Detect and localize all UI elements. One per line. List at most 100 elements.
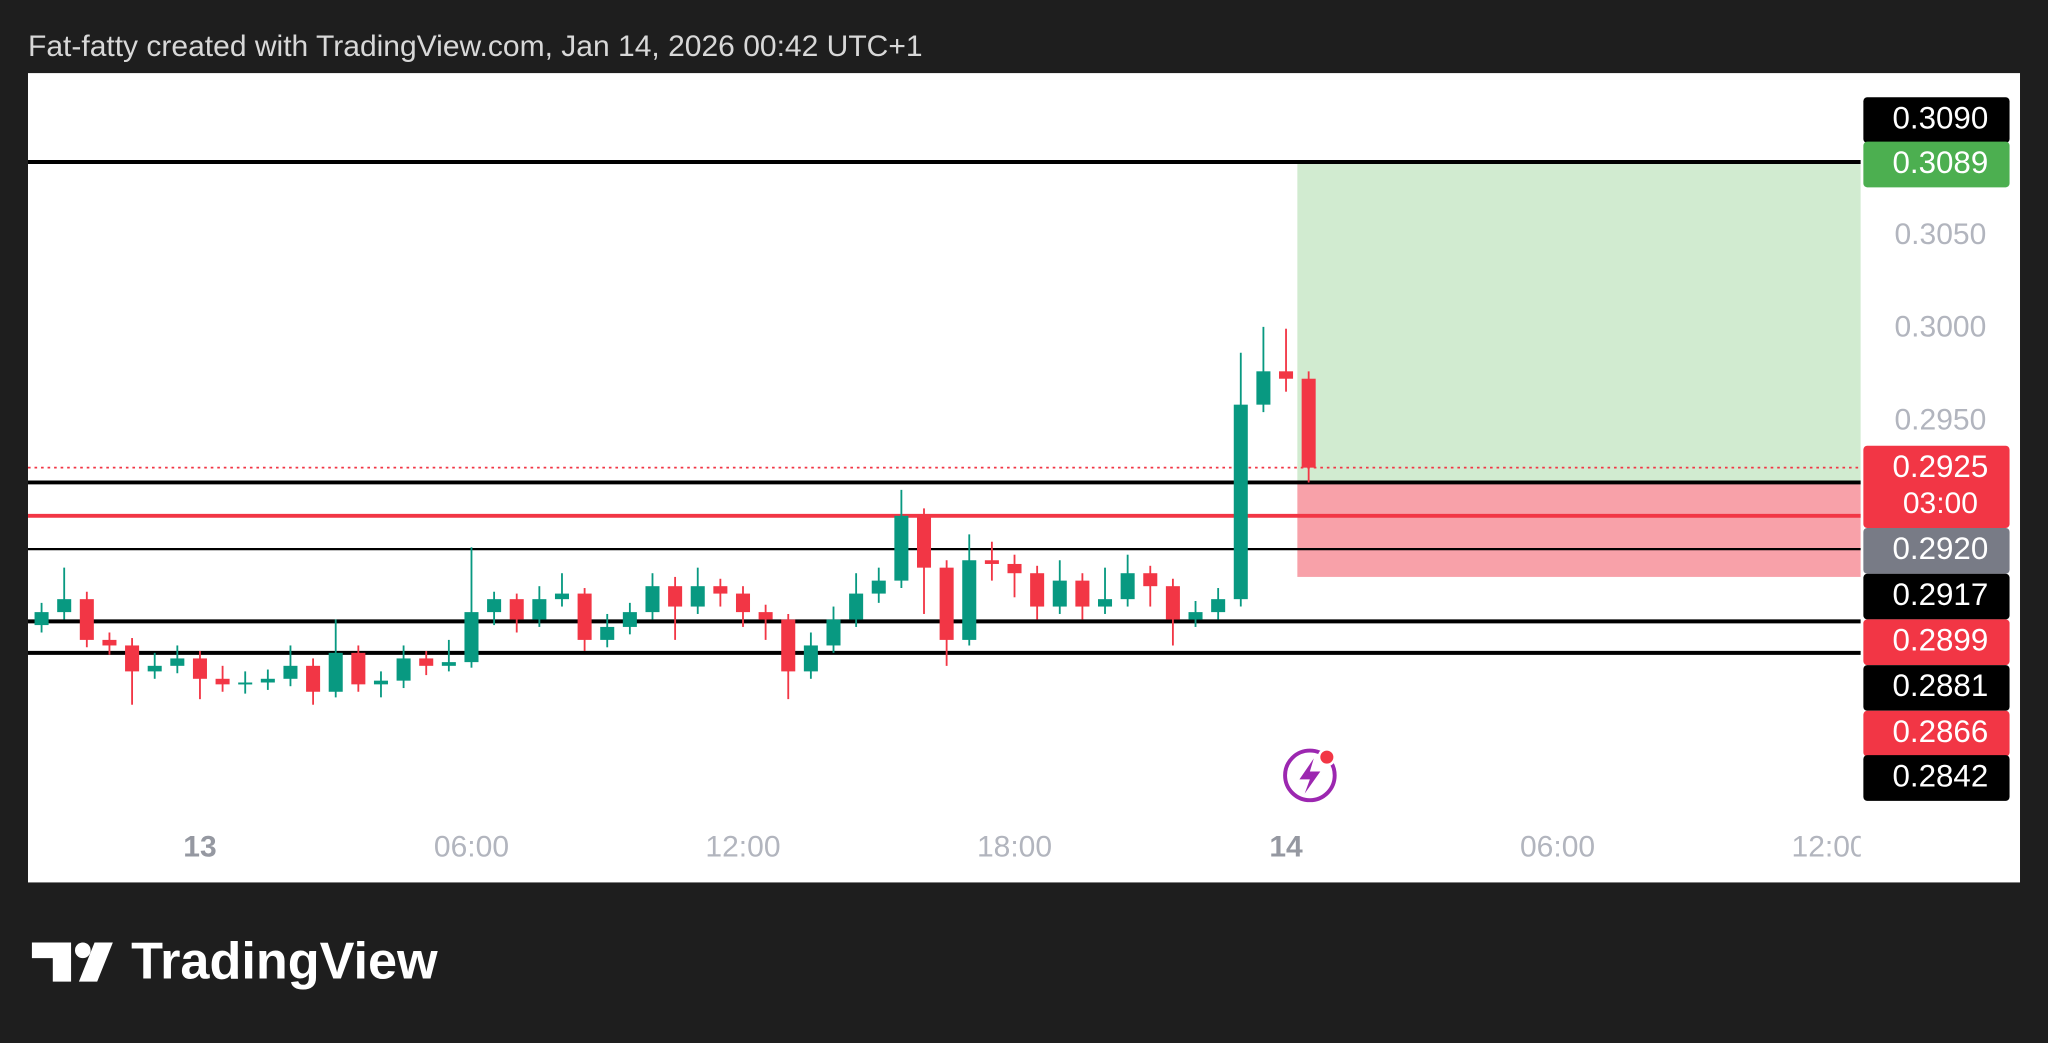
candle-body	[622, 612, 637, 627]
candle-body	[283, 665, 298, 679]
candle-body	[1075, 580, 1090, 607]
price-label: 0.3089	[1892, 145, 1988, 180]
price-label: 0.2925	[1892, 449, 1988, 484]
price-label: 0.2866	[1892, 714, 1988, 749]
price-axis: 0.3050 0.3000 0.2950 0.3090 0.3089 0.292503:0…	[1863, 97, 2010, 801]
candle-body	[351, 652, 366, 685]
candle-body	[1279, 371, 1294, 379]
price-label: 0.2899	[1892, 623, 1988, 658]
candle-body	[1030, 573, 1045, 607]
price-label-bg	[1863, 445, 2010, 529]
price-label: 0.2881	[1892, 668, 1988, 703]
candle-body	[984, 560, 999, 564]
price-label-bg	[1863, 97, 2010, 143]
alert-icon	[1283, 747, 1337, 803]
price-label: 0.2842	[1892, 758, 1988, 793]
candle-body	[170, 658, 185, 666]
candle-body	[1165, 586, 1180, 620]
candle-body	[781, 619, 796, 672]
candle-body	[1211, 599, 1226, 613]
candle-body	[554, 593, 569, 600]
candle-body	[803, 645, 818, 672]
alert-bolt	[1299, 758, 1321, 794]
candle-body	[939, 567, 954, 640]
candle-body	[713, 586, 728, 594]
candle-body	[916, 515, 932, 568]
candle-body	[577, 593, 592, 640]
x-tick-label: 18:00	[977, 830, 1052, 863]
candle-body	[260, 678, 275, 683]
candle-body	[464, 612, 479, 663]
candle-body	[34, 612, 49, 626]
candle-body	[328, 652, 343, 692]
price-label-bg	[1863, 619, 2010, 666]
logo-t	[31, 942, 72, 982]
candle-body	[192, 658, 207, 679]
candle-body	[102, 639, 117, 646]
logo-slash	[78, 942, 113, 982]
candle-body	[1052, 580, 1067, 607]
candle-body	[645, 586, 660, 613]
x-tick-label: 13	[183, 830, 216, 863]
price-label-bg	[1863, 141, 2010, 188]
candle-body	[147, 665, 162, 672]
candle-body	[1256, 371, 1271, 405]
x-tick-label: 06:00	[1520, 830, 1595, 863]
candle-body	[1120, 573, 1135, 600]
candle-body	[849, 593, 864, 620]
y-tick-label: 0.2950	[1894, 403, 1986, 436]
price-label: 0.2917	[1892, 577, 1988, 612]
countdown-label: 03:00	[1903, 487, 1978, 520]
candle-body	[125, 645, 140, 672]
price-label-bg	[1863, 755, 2010, 801]
candle-body	[441, 662, 456, 666]
candle-body	[396, 658, 411, 681]
brand-logo: TradingView	[31, 932, 438, 990]
x-tick-label: 12:00	[1792, 830, 1867, 863]
candle-body	[1143, 573, 1158, 587]
candle-body	[306, 665, 321, 692]
candle-body	[532, 599, 547, 620]
candle-body	[1098, 599, 1113, 607]
candle-body	[668, 586, 683, 607]
brand-name: TradingView	[131, 932, 438, 990]
candle-body	[600, 626, 615, 640]
y-tick-label: 0.3000	[1894, 311, 1986, 344]
candle-body	[894, 515, 909, 581]
candle-body	[238, 682, 253, 685]
price-label-bg	[1863, 665, 2010, 711]
loss-zone	[1297, 482, 1861, 577]
candle-body	[57, 599, 72, 613]
alert-circle	[1283, 748, 1337, 803]
candle-body	[758, 612, 773, 620]
profit-zone	[1297, 163, 1861, 483]
candle-body	[215, 678, 230, 685]
price-label-bg	[1863, 528, 2010, 574]
candle-body	[1007, 563, 1022, 574]
candle-body	[1188, 612, 1203, 620]
candle-body	[509, 599, 524, 620]
x-tick-label: 12:00	[705, 830, 780, 863]
logo-dot	[74, 942, 91, 959]
price-label: 0.2920	[1892, 531, 1988, 566]
candle-body	[1301, 378, 1316, 468]
plot-area: 13 06:00 12:00 18:00 14 06:00 12:00	[27, 160, 1867, 863]
candle-body	[871, 580, 886, 594]
x-tick-label: 14	[1269, 830, 1303, 863]
candle-body	[373, 680, 388, 685]
candle-body	[735, 593, 751, 613]
candle-body	[826, 619, 841, 646]
y-tick-label: 0.3050	[1894, 218, 1986, 251]
alert-dot	[1317, 747, 1336, 767]
candle-body	[419, 658, 434, 666]
candle-body	[79, 599, 94, 640]
price-label-bg	[1863, 710, 2010, 757]
candle-body	[1233, 404, 1248, 600]
candle-body	[690, 586, 705, 607]
header-title: Fat-fatty created with TradingView.com, …	[28, 30, 923, 63]
x-tick-label: 06:00	[434, 830, 509, 863]
candle-body	[487, 599, 502, 613]
